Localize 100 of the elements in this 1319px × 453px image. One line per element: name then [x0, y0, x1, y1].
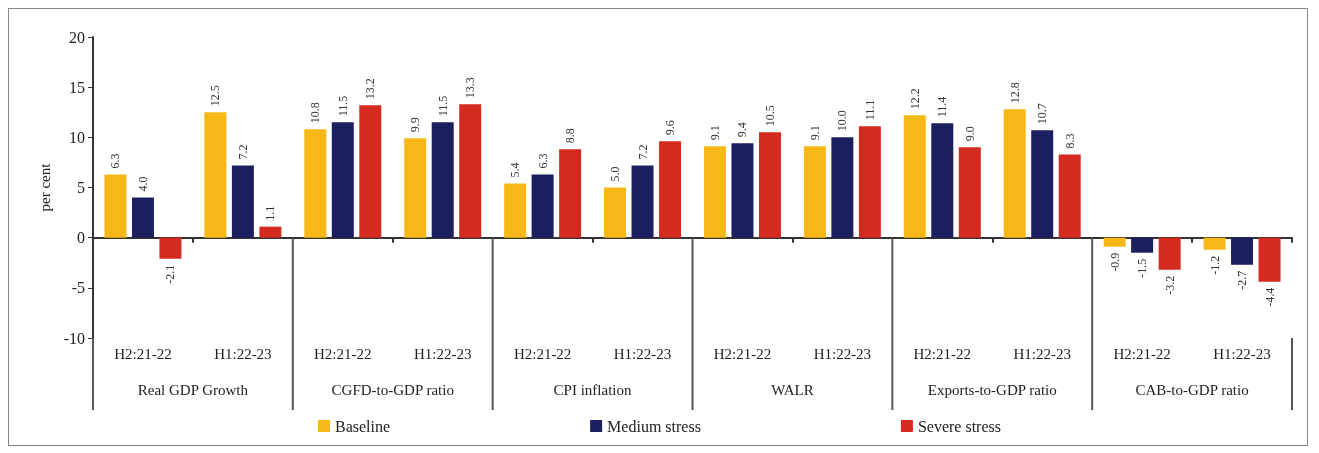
x-tick-label: H2:21-22: [1113, 345, 1171, 362]
data-label: 7.2: [635, 144, 650, 160]
bar: [1058, 154, 1081, 238]
bar: [459, 104, 482, 238]
y-axis-title: per cent: [37, 162, 54, 212]
bar: [304, 129, 327, 238]
data-label: 12.2: [907, 88, 922, 110]
bar: [231, 165, 254, 238]
data-label: 9.6: [663, 120, 678, 136]
x-tick-label: H2:21-22: [913, 345, 972, 362]
bar: [531, 174, 554, 238]
bar: [631, 165, 654, 238]
y-tick-label: 15: [69, 78, 85, 96]
bar: [331, 122, 354, 238]
data-label: 10.5: [762, 105, 777, 127]
data-label: 11.5: [435, 95, 450, 117]
bar: [131, 197, 154, 238]
bar: [559, 149, 582, 238]
data-label: 9.1: [707, 125, 722, 141]
data-label: -2.1: [163, 264, 178, 284]
bar: [1131, 237, 1154, 253]
data-label: -2.7: [1235, 270, 1250, 290]
data-label: 5.4: [508, 162, 523, 178]
bar: [259, 226, 282, 238]
bar: [1103, 237, 1126, 247]
bar: [1203, 237, 1226, 250]
x-tick-label: H2:21-22: [114, 345, 172, 362]
bar: [431, 122, 454, 238]
data-label: 9.4: [735, 122, 750, 138]
data-label: 13.3: [463, 77, 478, 99]
bar: [104, 174, 127, 238]
bar: [1031, 130, 1054, 238]
y-tick-label: 5: [77, 179, 85, 196]
legend-label: Medium stress: [607, 417, 701, 435]
bar: [1231, 237, 1254, 265]
x-tick-label: H1:22-23: [613, 345, 672, 362]
bar: [659, 141, 682, 238]
data-label: 4.0: [135, 176, 150, 192]
text: CAB-to-GDP ratio: [1134, 382, 1250, 399]
bar: [1258, 237, 1281, 282]
y-tick-label: 0: [77, 229, 85, 247]
data-label: 10.0: [835, 110, 850, 132]
x-tick-label: H2:21-22: [713, 345, 772, 362]
data-label: 11.5: [335, 95, 350, 117]
y-tick-label: 10: [69, 128, 85, 146]
x-tick-label: H2:21-22: [314, 345, 372, 362]
y-tick-label: -5: [71, 279, 85, 297]
data-label: 8.3: [1062, 133, 1077, 149]
x-tick-label: H1:22-23: [813, 345, 872, 362]
bar: [758, 132, 781, 238]
x-tick-label: H2:21-22: [513, 345, 572, 362]
text: WALR: [770, 382, 815, 399]
bar: [731, 143, 754, 238]
data-label: 6.3: [535, 153, 550, 169]
data-label: 9.1: [807, 125, 822, 141]
text: CGFD-to-GDP ratio: [330, 382, 455, 399]
data-label: 11.4: [935, 96, 950, 118]
bar: [1003, 109, 1026, 238]
x-tick-label: H1:22-23: [214, 345, 272, 362]
data-label: -3.2: [1162, 275, 1177, 295]
bar: [204, 112, 227, 238]
data-label: 6.3: [108, 153, 123, 169]
bar: [359, 105, 382, 238]
data-label: -1.5: [1135, 258, 1150, 278]
legend-label: Severe stress: [917, 417, 1001, 435]
x-tick-label: H1:22-23: [413, 345, 472, 362]
data-label: 5.0: [608, 166, 623, 182]
data-label: 11.1: [862, 99, 877, 121]
bar: [159, 237, 182, 259]
legend-label: Baseline: [335, 417, 391, 435]
y-tick-label: -10: [63, 329, 85, 347]
bar: [1158, 237, 1181, 270]
bar: [903, 115, 926, 238]
y-tick-label: 20: [69, 28, 85, 46]
bar: [958, 147, 981, 238]
data-label: 9.9: [408, 117, 423, 133]
bar: [604, 187, 627, 238]
bar: [803, 146, 826, 238]
data-label: 12.5: [208, 85, 223, 107]
data-label: 1.1: [263, 205, 278, 221]
data-label: -1.2: [1207, 255, 1222, 275]
data-label: 10.8: [308, 102, 323, 124]
bar: [703, 146, 726, 238]
text: CPI inflation: [552, 382, 633, 399]
text: Exports-to-GDP ratio: [926, 382, 1058, 399]
bar: [504, 183, 527, 238]
bar: [858, 126, 881, 238]
data-label: -0.9: [1107, 252, 1122, 272]
data-label: 13.2: [363, 78, 378, 100]
data-label: 7.2: [235, 144, 250, 160]
bar: [931, 123, 954, 238]
x-tick-label: H1:22-23: [1013, 345, 1071, 362]
text: Real GDP Growth: [136, 382, 250, 399]
data-label: 9.0: [962, 126, 977, 142]
bar: [404, 138, 427, 238]
data-label: 8.8: [563, 128, 578, 144]
x-tick-label: H1:22-23: [1213, 345, 1271, 362]
bar: [831, 137, 854, 238]
data-label: 10.7: [1035, 103, 1050, 125]
data-label: -4.4: [1262, 287, 1277, 307]
